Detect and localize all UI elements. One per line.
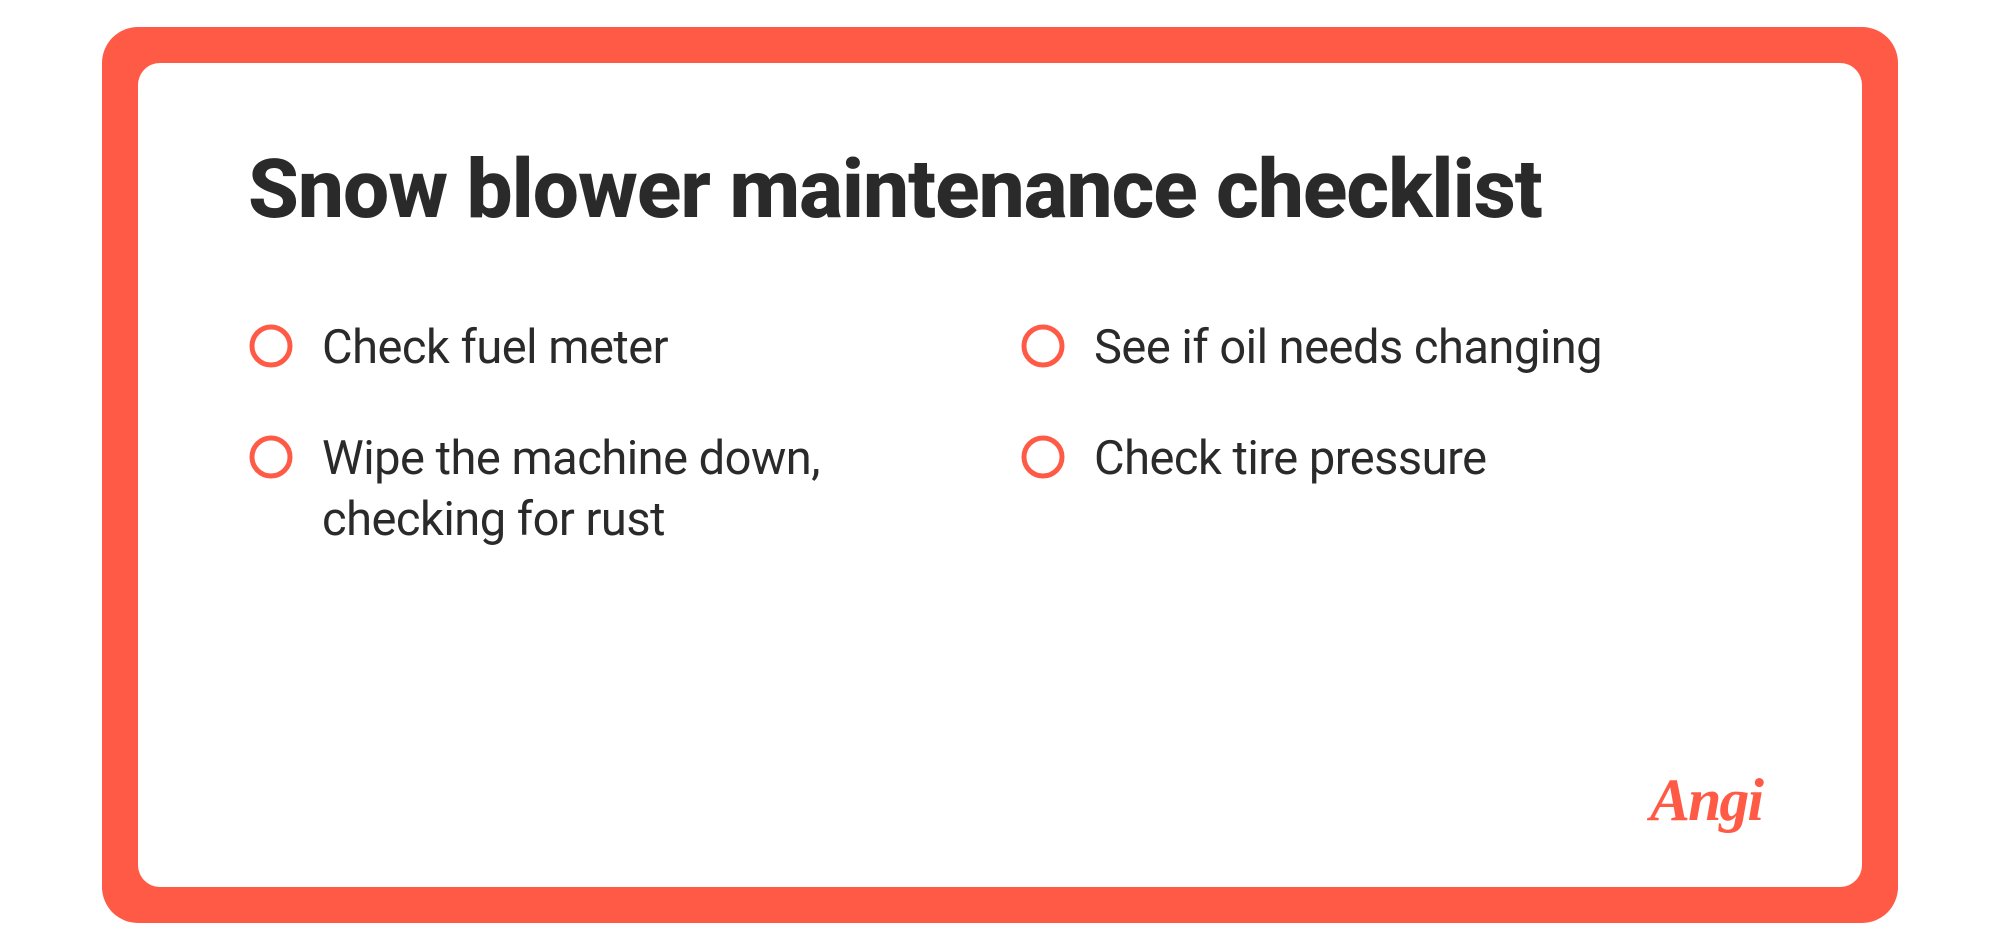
circle-unchecked-icon <box>248 323 294 369</box>
infographic-card-border: Snow blower maintenance checklist Check … <box>102 27 1898 923</box>
circle-unchecked-icon <box>1020 434 1066 480</box>
brand-logo: Angi <box>1650 766 1762 835</box>
checklist-item: Check fuel meter <box>248 317 980 378</box>
checklist-item-text: Check fuel meter <box>322 317 668 378</box>
checklist-item-text: See if oil needs changing <box>1094 317 1602 378</box>
circle-unchecked-icon <box>248 434 294 480</box>
checklist-item-text: Wipe the machine down, checking for rust <box>322 428 980 550</box>
checklist-item: Wipe the machine down, checking for rust <box>248 428 980 550</box>
checklist-item-text: Check tire pressure <box>1094 428 1487 489</box>
infographic-card: Snow blower maintenance checklist Check … <box>138 63 1862 887</box>
checklist-title: Snow blower maintenance checklist <box>248 143 1752 237</box>
checklist-grid: Check fuel meter See if oil needs changi… <box>248 317 1752 550</box>
checklist-item: Check tire pressure <box>1020 428 1752 550</box>
circle-unchecked-icon <box>1020 323 1066 369</box>
checklist-item: See if oil needs changing <box>1020 317 1752 378</box>
